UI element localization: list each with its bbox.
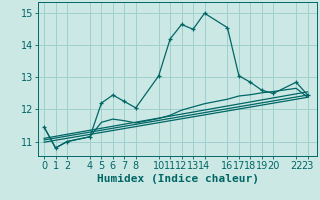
X-axis label: Humidex (Indice chaleur): Humidex (Indice chaleur) bbox=[97, 174, 259, 184]
